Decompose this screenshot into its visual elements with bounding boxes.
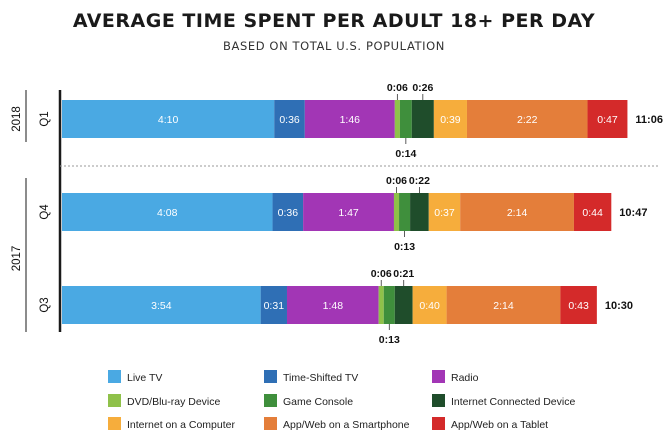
bar-segment-q1-7 bbox=[466, 100, 588, 138]
callout-label: 0:22 bbox=[409, 175, 430, 187]
bar-segment-q1-2 bbox=[304, 100, 395, 138]
bar-segment-q3-4 bbox=[383, 286, 395, 324]
segment-value-label: 3:54 bbox=[151, 300, 172, 312]
bar-segment-q4-1 bbox=[272, 193, 304, 231]
bar-segment-q3-2 bbox=[286, 286, 379, 324]
bar-segment-q1-1 bbox=[274, 100, 305, 138]
legend-label: App/Web on a Smartphone bbox=[283, 419, 410, 431]
callout-label: 0:26 bbox=[412, 82, 433, 94]
legend-label: DVD/Blu-ray Device bbox=[127, 396, 221, 408]
year-label: 2018 bbox=[11, 106, 23, 132]
segment-value-label: 1:48 bbox=[323, 300, 344, 312]
bar-segment-q3-0 bbox=[62, 286, 261, 324]
legend-label: Radio bbox=[451, 372, 479, 384]
bar-segment-q4-3 bbox=[393, 193, 400, 231]
bar-segment-q1-0 bbox=[62, 100, 275, 138]
chart-title: AVERAGE TIME SPENT PER ADULT 18+ PER DAY bbox=[73, 10, 595, 32]
segment-value-label: 0:36 bbox=[279, 114, 300, 126]
legend-label: Internet on a Computer bbox=[127, 419, 235, 431]
legend-label: Live TV bbox=[127, 372, 162, 384]
bar-segment-q4-2 bbox=[303, 193, 394, 231]
callout-label: 0:06 bbox=[371, 268, 392, 280]
callout-label: 0:13 bbox=[379, 334, 400, 346]
legend-label: App/Web on a Tablet bbox=[451, 419, 548, 431]
legend-swatch bbox=[264, 394, 277, 407]
segment-value-label: 0:37 bbox=[434, 207, 455, 219]
bar-total-label: 10:47 bbox=[619, 207, 647, 219]
bar-segment-q4-5 bbox=[410, 193, 429, 231]
bars-group: 4:10 0:36 1:46 0:06 0:14 0:26 0:39 2:22 0:47 11:0… bbox=[11, 82, 663, 346]
bar-segment-q3-3 bbox=[378, 286, 384, 324]
segment-value-label: 0:44 bbox=[582, 207, 603, 219]
callout-label: 0:14 bbox=[395, 148, 416, 160]
legend-swatch bbox=[108, 370, 121, 383]
callout-label: 0:13 bbox=[394, 241, 415, 253]
segment-value-label: 1:47 bbox=[338, 207, 359, 219]
bar-segment-q3-6 bbox=[412, 286, 447, 324]
legend-swatch bbox=[432, 394, 445, 407]
legend-swatch bbox=[264, 370, 277, 383]
bar-segment-q3-1 bbox=[260, 286, 287, 324]
segment-value-label: 4:08 bbox=[157, 207, 178, 219]
segment-value-label: 0:43 bbox=[568, 300, 589, 312]
segment-value-label: 0:40 bbox=[419, 300, 440, 312]
legend-label: Game Console bbox=[283, 396, 353, 408]
bar-segment-q3-7 bbox=[446, 286, 561, 324]
legend-swatch bbox=[108, 394, 121, 407]
segment-value-label: 0:31 bbox=[264, 300, 285, 312]
segment-value-label: 2:14 bbox=[507, 207, 528, 219]
legend-label: Internet Connected Device bbox=[451, 396, 575, 408]
segment-value-label: 0:47 bbox=[597, 114, 618, 126]
quarter-label: Q1 bbox=[39, 111, 51, 126]
bar-segment-q1-4 bbox=[399, 100, 412, 138]
chart-subtitle: BASED ON TOTAL U.S. POPULATION bbox=[223, 39, 445, 53]
bar-segment-q1-5 bbox=[411, 100, 434, 138]
callout-label: 0:21 bbox=[393, 268, 414, 280]
legend: Live TV Time-Shifted TV Radio DVD/Blu-ray D… bbox=[108, 370, 575, 431]
quarter-label: Q4 bbox=[39, 204, 51, 220]
bar-segment-q3-5 bbox=[394, 286, 413, 324]
bar-segment-q4-4 bbox=[399, 193, 411, 231]
bar-segment-q4-8 bbox=[573, 193, 612, 231]
bar-total-label: 11:06 bbox=[635, 114, 663, 126]
segment-value-label: 2:14 bbox=[493, 300, 514, 312]
segment-value-label: 0:39 bbox=[440, 114, 461, 126]
bar-segment-q4-6 bbox=[428, 193, 461, 231]
bar-segment-q1-8 bbox=[587, 100, 628, 138]
bar-total-label: 10:30 bbox=[605, 300, 633, 312]
bar-segment-q1-6 bbox=[433, 100, 467, 138]
segment-value-label: 0:36 bbox=[278, 207, 299, 219]
segment-value-label: 1:46 bbox=[340, 114, 361, 126]
legend-swatch bbox=[264, 417, 277, 430]
bar-segment-q4-0 bbox=[62, 193, 273, 231]
quarter-label: Q3 bbox=[39, 297, 51, 312]
callout-label: 0:06 bbox=[387, 82, 408, 94]
segment-value-label: 4:10 bbox=[158, 114, 179, 126]
year-label: 2017 bbox=[11, 246, 23, 272]
legend-swatch bbox=[108, 417, 121, 430]
callout-label: 0:06 bbox=[386, 175, 407, 187]
bar-segment-q3-8 bbox=[560, 286, 597, 324]
legend-swatch bbox=[432, 417, 445, 430]
bar-segment-q1-3 bbox=[394, 100, 400, 138]
segment-value-label: 2:22 bbox=[517, 114, 538, 126]
legend-swatch bbox=[432, 370, 445, 383]
bar-segment-q4-7 bbox=[460, 193, 574, 231]
legend-label: Time-Shifted TV bbox=[283, 372, 358, 384]
